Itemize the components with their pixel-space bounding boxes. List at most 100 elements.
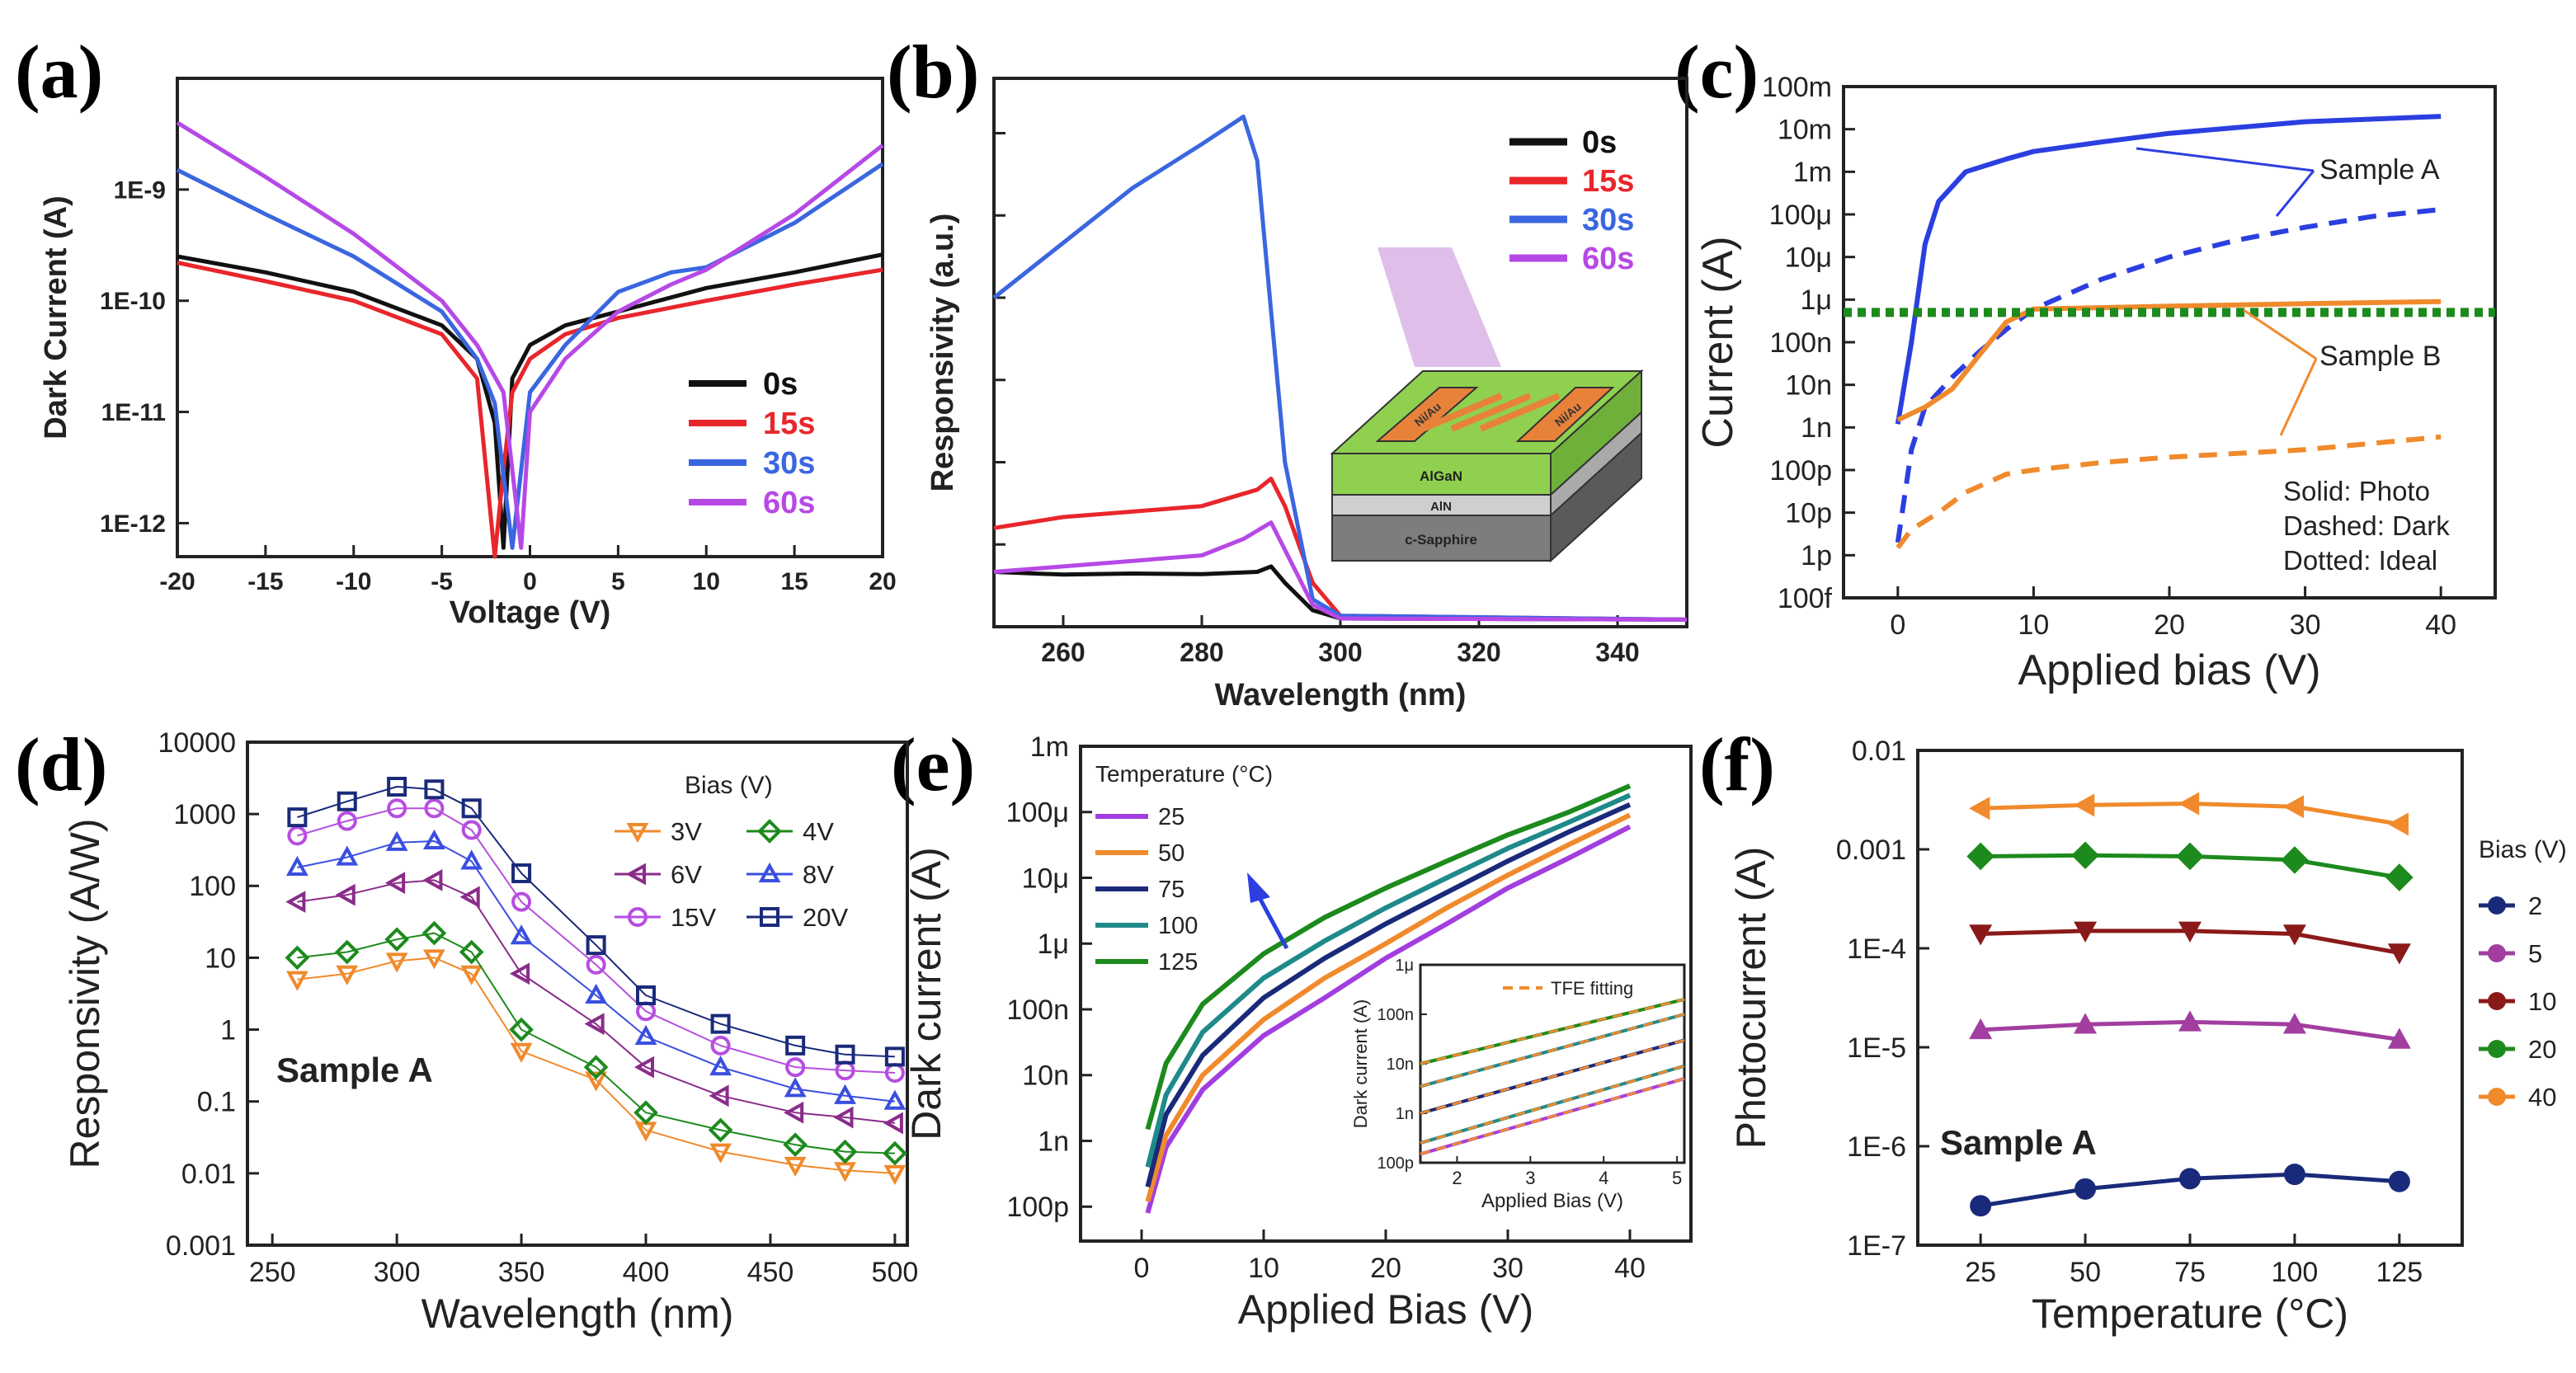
data-marker-3V (285, 971, 308, 991)
x-tick-label: 15 (780, 568, 808, 595)
data-marker-20V (461, 798, 482, 819)
interdigitated-finger (1421, 393, 1503, 432)
series-line-3V (297, 957, 895, 1174)
data-marker-2 (2283, 1164, 2305, 1186)
x-tick-label: 40 (2425, 609, 2456, 641)
series-line-60s (993, 520, 1688, 622)
data-marker-40 (2074, 793, 2095, 817)
x-tick-label: 100 (2272, 1257, 2319, 1288)
data-marker-20 (2071, 841, 2099, 870)
y-tick-label: 10m (1778, 115, 1832, 146)
data-marker-20V (586, 935, 606, 956)
x-tick-label: 350 (498, 1257, 545, 1288)
y-tick-label: 1E-10 (100, 288, 166, 315)
data-marker-10 (2387, 943, 2411, 965)
data-marker-6V (335, 883, 356, 906)
y-tick-label: 10000 (158, 727, 236, 759)
legend-label: 6V (671, 860, 702, 889)
x-tick-label: -5 (431, 568, 453, 595)
x-tick-label: 75 (2174, 1257, 2206, 1288)
data-marker-40 (1969, 797, 1990, 821)
series-line-30s (992, 115, 1688, 622)
y-tick-label: 1E-9 (114, 176, 166, 204)
series-line-75 (1145, 802, 1632, 1188)
inset-legend-label: TFE fitting (1551, 978, 1633, 999)
y-tick-label: 100n (1006, 994, 1069, 1026)
data-marker-40 (2282, 795, 2305, 819)
panel-label-f: (f) (1699, 722, 1775, 806)
x-tick-label: 320 (1457, 637, 1500, 667)
contact-pad-right (1515, 387, 1615, 442)
x-tick-label: 0 (1890, 609, 1905, 641)
data-marker-6V (584, 1013, 605, 1036)
data-marker-5 (1969, 1018, 1993, 1040)
data-marker-3V (585, 1071, 608, 1092)
data-marker-4V (832, 1139, 858, 1164)
data-marker-20 (2281, 846, 2309, 874)
data-marker-3V (784, 1156, 807, 1178)
series-line-30s (176, 162, 884, 550)
data-marker-20V (835, 1044, 855, 1065)
x-tick-label: 25 (1965, 1257, 1996, 1288)
x-axis-label: Wavelength (nm) (421, 1291, 734, 1337)
legend-label: 15s (763, 407, 815, 441)
inset-y-tick-label: 10n (1387, 1056, 1414, 1074)
legend-marker (625, 863, 646, 886)
y-tick-label: 1E-11 (101, 399, 166, 426)
y-tick-label: 1n (1038, 1126, 1069, 1157)
y-tick-label: 1000 (173, 799, 236, 830)
layer-label: AlGaN (1420, 468, 1462, 484)
data-marker-10 (1969, 924, 1993, 946)
legend-label: 3V (671, 817, 702, 846)
style-note: Dotted: Ideal (2283, 545, 2437, 576)
y-tick-label: 1E-7 (1847, 1230, 1906, 1262)
data-marker-8V (423, 829, 445, 849)
data-marker-3V (423, 949, 445, 970)
data-marker-3V (883, 1164, 907, 1185)
data-marker-40 (2387, 812, 2409, 836)
y-tick-label: 0.01 (1852, 736, 1906, 767)
y-tick-label: 1μ (1038, 929, 1070, 960)
data-marker-8V (883, 1089, 907, 1110)
data-marker-20V (785, 1035, 806, 1056)
data-marker-20V (287, 807, 308, 828)
inset-fit-line-125 (1420, 998, 1685, 1065)
legend-title: Bias (V) (2479, 836, 2567, 863)
data-marker-20V (511, 863, 532, 883)
y-tick-label: 10n (1785, 370, 1832, 402)
y-tick-label: 10p (1785, 498, 1832, 529)
series-line-0s (177, 252, 883, 550)
x-tick-label: 5 (611, 568, 625, 595)
y-tick-label: 0.001 (1836, 835, 1906, 866)
data-marker-8V (460, 849, 483, 870)
data-marker-6V (385, 872, 406, 895)
data-marker-2 (2074, 1178, 2097, 1200)
arrow-sample-b (2243, 308, 2317, 360)
legend-label: 15V (671, 903, 716, 932)
arrow-sample-a (2136, 147, 2315, 172)
series-line-4V (297, 932, 895, 1154)
plot-frame-d (246, 741, 909, 1247)
series-line-0 (1895, 114, 2442, 425)
series-line-6V (297, 879, 896, 1124)
y-tick-label: 10n (1022, 1060, 1069, 1092)
plot-frame-a (176, 77, 884, 558)
series-line-100 (1145, 792, 1632, 1168)
uv-light-beam (1377, 247, 1501, 367)
data-marker-4V (783, 1132, 808, 1158)
data-marker-8V (336, 845, 359, 866)
data-marker-6V (633, 1056, 655, 1079)
legend-label: 10 (2528, 987, 2556, 1016)
inset-y-tick-label: 100n (1377, 1006, 1415, 1024)
x-tick-label: 300 (374, 1257, 421, 1288)
series-line-25 (1145, 824, 1632, 1214)
inset-y-tick-label: 1n (1396, 1105, 1414, 1123)
data-marker-20 (2176, 842, 2204, 871)
y-axis-label: Responsivity (A/W) (62, 818, 108, 1168)
y-tick-label: 1 (220, 1014, 236, 1046)
data-marker-8V (709, 1056, 732, 1076)
data-marker-3V (385, 952, 408, 973)
x-tick-label: 280 (1180, 637, 1223, 667)
legend-label: 20V (803, 903, 848, 932)
